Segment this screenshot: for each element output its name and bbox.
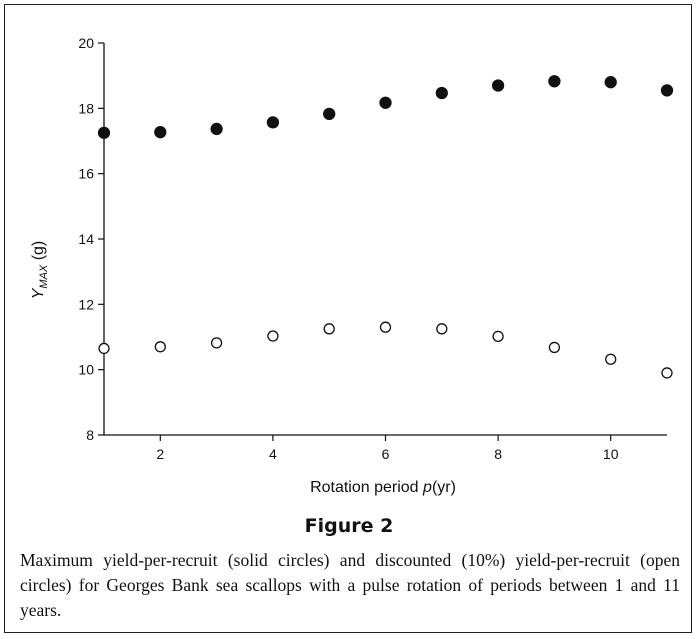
solid-circle-point [266,116,280,129]
solid-circle-point [491,79,505,92]
solid-circle-point [660,84,674,97]
solid-circle-point [210,122,223,136]
data-points [97,75,674,379]
y-tick-label: 14 [78,231,94,247]
y-tick-label: 18 [78,100,94,116]
y-tick-label: 12 [78,296,94,312]
open-circle-point [98,342,110,355]
solid-circle-point [379,96,392,109]
open-circle-point [323,323,335,335]
x-tick-label: 2 [156,446,164,462]
y-tick-label: 10 [78,362,94,378]
figure-caption: Maximum yield-per-recruit (solid circles… [20,550,680,620]
open-circle-point [154,341,166,353]
open-circle-point [267,330,279,342]
open-circle-point [436,323,448,335]
y-tick-label: 16 [78,166,94,182]
axis-ticks: 8 10 12 14 16 18 20 2 4 6 8 10 [78,35,618,462]
y-tick-label: 20 [78,35,94,51]
open-circle-point [548,341,561,354]
x-tick-label: 4 [269,446,277,462]
figure-frame [4,4,692,633]
solid-circle-point [435,86,448,100]
solid-circle-point [97,126,111,139]
y-tick-label: 8 [86,427,94,443]
x-tick-label: 8 [494,446,502,462]
figure-title: Figure 2 [304,515,394,537]
open-circle-point [210,337,223,349]
solid-circle-point [548,75,561,88]
open-circle-point [661,367,673,379]
open-circle-point [492,330,504,342]
scatter-chart: 8 10 12 14 16 18 20 2 4 6 8 10 Rotation period p(yr… [30,35,674,496]
solid-circle-point [154,126,167,139]
open-circle-point [379,321,392,333]
x-tick-label: 10 [603,446,619,462]
x-axis-title: Rotation period p(yr) [310,479,456,496]
x-tick-label: 6 [382,446,390,462]
open-circle-point [605,353,617,365]
solid-circle-point [604,76,617,89]
solid-circle-point [323,107,336,121]
y-axis-title: YMAX (g) [30,241,50,300]
